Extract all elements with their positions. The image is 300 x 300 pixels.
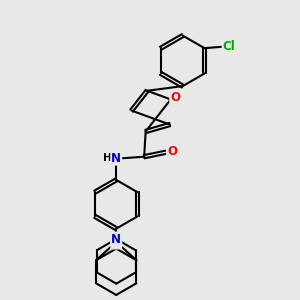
Text: Cl: Cl bbox=[223, 40, 235, 53]
Text: N: N bbox=[111, 236, 121, 248]
Text: H: H bbox=[110, 153, 119, 163]
Text: H: H bbox=[103, 153, 112, 163]
Text: O: O bbox=[167, 145, 177, 158]
Text: O: O bbox=[170, 92, 180, 104]
Text: N: N bbox=[111, 152, 121, 165]
Text: N: N bbox=[111, 232, 121, 246]
